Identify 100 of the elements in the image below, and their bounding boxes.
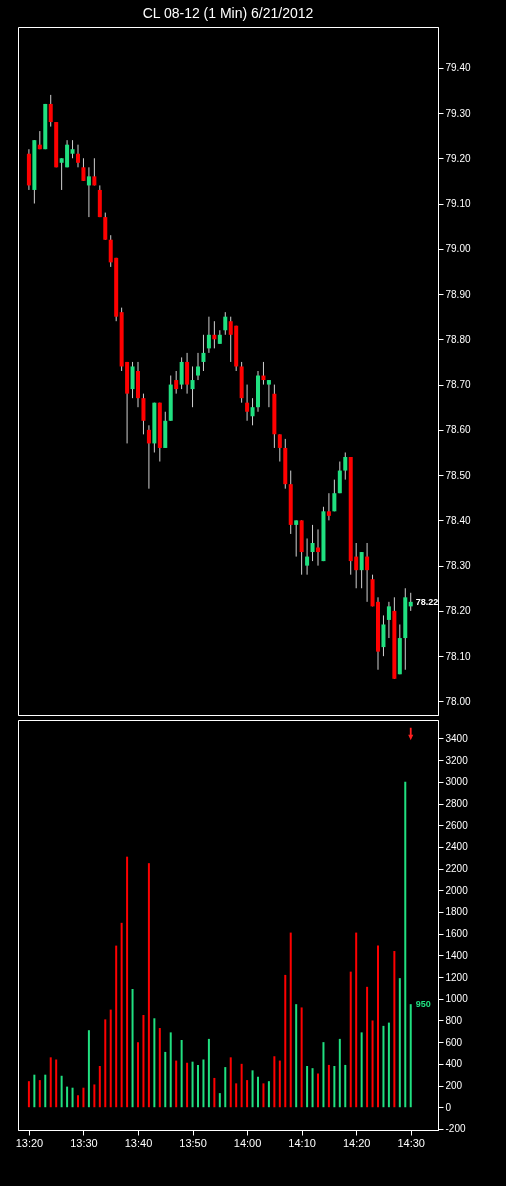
bar bbox=[387, 1022, 390, 1108]
candlestick bbox=[174, 370, 179, 395]
y-tick-label: 400 bbox=[445, 1058, 463, 1070]
y-tick-label: -200 bbox=[445, 1123, 466, 1135]
y-tick-label: 800 bbox=[445, 1014, 463, 1026]
candlestick bbox=[146, 424, 151, 490]
x-tick-label: 14:20 bbox=[342, 1136, 371, 1149]
y-tick-label: 2000 bbox=[445, 884, 469, 896]
candlestick bbox=[386, 601, 391, 639]
bar bbox=[377, 945, 379, 1108]
bar bbox=[317, 1073, 319, 1108]
x-tick-label: 13:50 bbox=[179, 1136, 207, 1149]
bar bbox=[120, 922, 123, 1108]
candlestick bbox=[196, 352, 200, 381]
bar bbox=[191, 1061, 194, 1108]
annotation: 950 bbox=[415, 999, 431, 1010]
bar bbox=[158, 1028, 161, 1108]
bar bbox=[278, 1060, 281, 1108]
bar bbox=[93, 1084, 96, 1108]
y-tick-label: 78.60 bbox=[445, 424, 471, 436]
y-tick-label: 78.10 bbox=[445, 650, 471, 662]
candlestick bbox=[266, 379, 271, 408]
candlestick bbox=[190, 365, 195, 408]
x-tick-label: 13:30 bbox=[70, 1136, 98, 1149]
bar bbox=[82, 1087, 85, 1108]
bar bbox=[153, 1018, 156, 1108]
y-tick-label: 79.30 bbox=[445, 107, 471, 119]
y-tick-label: 600 bbox=[445, 1036, 463, 1048]
bar bbox=[398, 978, 401, 1108]
bar bbox=[126, 856, 129, 1108]
chart-title: CL 08-12 (1 Min) 6/21/2012 bbox=[142, 5, 314, 21]
candlestick bbox=[337, 461, 342, 494]
bar bbox=[322, 1042, 325, 1108]
y-tick-label: 0 bbox=[445, 1101, 452, 1113]
bar bbox=[344, 1064, 347, 1108]
bar bbox=[257, 1076, 259, 1108]
y-tick-label: 79.40 bbox=[445, 62, 471, 74]
bar bbox=[77, 1095, 79, 1108]
x-tick-label: 13:40 bbox=[124, 1136, 153, 1149]
candlestick bbox=[310, 524, 315, 562]
x-tick-label: 13:20 bbox=[15, 1136, 44, 1149]
bar bbox=[213, 1077, 216, 1108]
y-tick-label: 1800 bbox=[445, 906, 469, 918]
bar bbox=[240, 1063, 243, 1108]
bar bbox=[60, 1075, 63, 1108]
x-tick-label: 14:30 bbox=[397, 1136, 425, 1149]
candlestick bbox=[81, 157, 86, 182]
y-tick-label: 78.20 bbox=[445, 605, 471, 617]
bar bbox=[109, 1009, 112, 1108]
bar bbox=[104, 1019, 107, 1108]
y-tick-label: 78.40 bbox=[445, 514, 471, 526]
candlestick bbox=[294, 519, 299, 558]
bar bbox=[338, 1038, 341, 1108]
y-tick-label: 3200 bbox=[445, 754, 469, 766]
bar bbox=[27, 1081, 30, 1108]
bar bbox=[409, 1004, 412, 1108]
candlestick bbox=[103, 212, 108, 241]
candlestick bbox=[250, 397, 255, 426]
y-tick-label: 1400 bbox=[445, 949, 469, 961]
candlestick bbox=[381, 614, 386, 657]
bar bbox=[289, 932, 292, 1108]
bar bbox=[71, 1087, 74, 1108]
bar bbox=[147, 863, 150, 1108]
candlestick bbox=[206, 316, 211, 354]
bar bbox=[197, 1064, 199, 1108]
bar bbox=[251, 1070, 254, 1108]
bar bbox=[404, 781, 407, 1108]
bar bbox=[180, 1039, 183, 1108]
y-tick-label: 200 bbox=[445, 1080, 463, 1092]
bar bbox=[262, 1083, 265, 1108]
candlestick bbox=[92, 157, 97, 186]
candlestick bbox=[70, 139, 75, 159]
bar bbox=[66, 1086, 69, 1108]
bar bbox=[295, 1004, 298, 1108]
bar bbox=[235, 1083, 238, 1108]
candlestick bbox=[326, 492, 331, 521]
bar bbox=[393, 951, 396, 1108]
bar bbox=[267, 1081, 270, 1108]
y-tick-label: 78.00 bbox=[445, 695, 471, 707]
bar bbox=[38, 1080, 41, 1108]
bar bbox=[87, 1030, 90, 1108]
bar bbox=[229, 1057, 232, 1108]
y-tick-label: 78.70 bbox=[445, 379, 471, 391]
bar bbox=[169, 1032, 172, 1108]
candlestick bbox=[332, 479, 337, 512]
candlestick bbox=[343, 451, 348, 481]
candlestick bbox=[86, 166, 91, 218]
candlestick bbox=[179, 356, 184, 390]
bar bbox=[349, 971, 352, 1108]
y-tick-label: 1200 bbox=[445, 971, 469, 983]
candlestick bbox=[277, 433, 282, 463]
bar bbox=[175, 1060, 178, 1108]
bar bbox=[382, 1025, 385, 1108]
candlestick bbox=[201, 334, 206, 372]
y-tick-label: 1600 bbox=[445, 928, 469, 940]
y-tick-label: 79.20 bbox=[445, 152, 471, 164]
y-tick-label: 78.80 bbox=[445, 333, 471, 345]
bar bbox=[224, 1067, 227, 1108]
candlestick bbox=[359, 551, 364, 589]
y-tick-label: 1000 bbox=[445, 993, 469, 1005]
